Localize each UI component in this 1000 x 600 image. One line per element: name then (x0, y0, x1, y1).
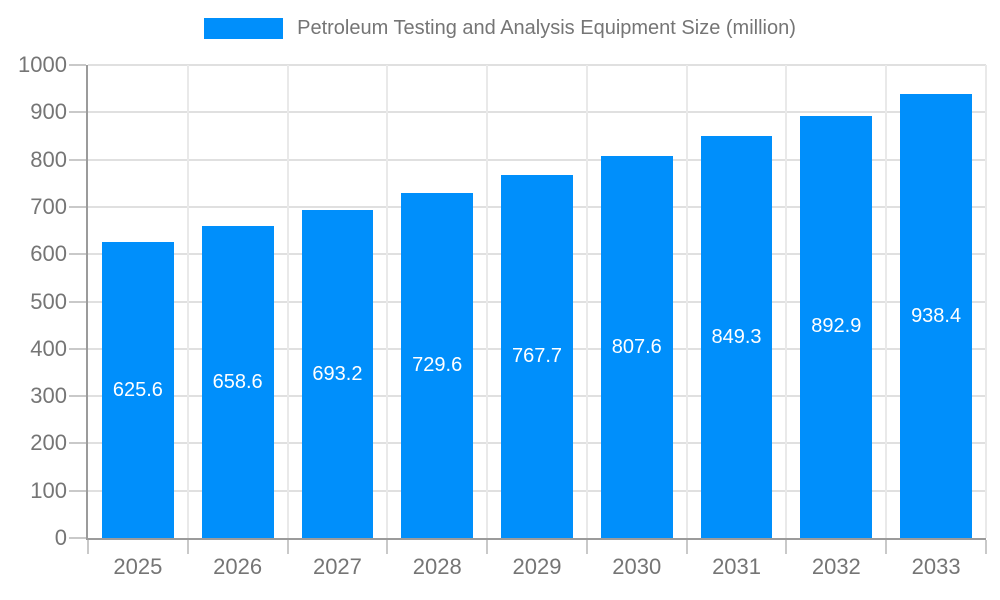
y-axis-tick (69, 489, 86, 492)
x-axis-label: 2032 (811, 554, 861, 579)
x-axis-label: 2025 (113, 554, 163, 579)
x-axis-tick (486, 540, 489, 554)
bar-value-label: 892.9 (811, 315, 862, 338)
y-axis-tick (69, 347, 86, 350)
x-axis-label: 2027 (312, 554, 362, 579)
bar-slot: 938.4 (886, 65, 986, 538)
gridline-vertical (286, 65, 289, 538)
bar-value-label: 658.6 (212, 370, 263, 393)
x-axis-tick (885, 540, 888, 554)
bar: 767.7 (501, 174, 573, 538)
y-axis-tick (69, 111, 86, 114)
bar: 625.6 (101, 242, 174, 538)
y-axis-label: 800 (30, 146, 67, 172)
legend-label[interactable]: Petroleum Testing and Analysis Equipment… (297, 17, 796, 39)
y-axis-label: 900 (30, 99, 67, 125)
gridline-horizontal (88, 64, 986, 66)
gridline-vertical (186, 65, 189, 538)
bar-slot: 693.2 (288, 65, 388, 538)
y-axis-tick (69, 300, 86, 303)
gridline-horizontal (88, 111, 986, 114)
bar-slot: 729.6 (387, 65, 487, 538)
gridline-vertical (885, 65, 888, 538)
y-axis-label: 100 (30, 477, 67, 503)
bar-value-label: 693.2 (312, 362, 363, 385)
x-axis-label: 2031 (712, 554, 762, 579)
chart-legend[interactable]: Petroleum Testing and Analysis Equipment… (0, 17, 1000, 40)
bar: 892.9 (800, 115, 873, 538)
bar: 658.6 (201, 226, 274, 538)
gridline-vertical (486, 65, 489, 538)
bar-slot: 849.3 (687, 65, 787, 538)
bar-value-label: 938.4 (911, 304, 962, 327)
y-axis-tick (69, 205, 86, 208)
y-axis-label: 0 (54, 525, 67, 550)
x-axis-tick (585, 540, 588, 554)
bar-value-label: 729.6 (412, 353, 463, 376)
bar: 938.4 (900, 94, 973, 538)
x-axis-label: 2026 (213, 554, 263, 579)
gridline-vertical (985, 65, 987, 538)
bar: 849.3 (700, 136, 773, 538)
x-axis-tick (87, 540, 89, 554)
bar-value-label: 849.3 (711, 325, 762, 348)
x-axis-label: 2028 (412, 554, 462, 579)
y-axis-tick (69, 253, 86, 256)
gridline-horizontal (88, 158, 986, 161)
gridline-vertical (785, 65, 788, 538)
x-axis-label: 2029 (512, 554, 562, 579)
x-axis-tick (685, 540, 688, 554)
gridline-vertical (386, 65, 389, 538)
legend-swatch-icon[interactable] (204, 18, 284, 39)
y-axis-label: 1000 (18, 52, 67, 77)
bar-value-label: 767.7 (511, 344, 563, 367)
bar: 807.6 (600, 156, 673, 538)
y-axis-tick (69, 395, 86, 398)
y-axis-label: 700 (30, 193, 67, 219)
bar: 693.2 (301, 210, 374, 538)
y-axis-tick (69, 442, 86, 445)
bar-slot: 892.9 (786, 65, 886, 538)
x-axis-tick (785, 540, 788, 554)
gridline-vertical (585, 65, 588, 538)
x-axis-tick (186, 540, 189, 554)
x-axis-tick (985, 540, 987, 554)
bar: 729.6 (401, 192, 474, 538)
bar-slot: 658.6 (188, 65, 288, 538)
y-axis-label: 200 (30, 430, 67, 456)
y-axis-tick (69, 537, 86, 539)
plot-area: 0 100 200 300 400 500 600 700 800 900 1000 2025 2026… (18, 54, 987, 579)
x-axis-tick (286, 540, 289, 554)
gridline-vertical (685, 65, 688, 538)
x-axis-tick (386, 540, 389, 554)
y-axis-tick (69, 64, 86, 66)
x-axis-label: 2033 (911, 554, 961, 579)
bar-value-label: 625.6 (112, 378, 163, 401)
y-axis-label: 500 (30, 288, 67, 314)
y-axis-tick (69, 158, 86, 161)
y-axis-label: 300 (30, 383, 67, 409)
x-axis-label: 2030 (612, 554, 662, 579)
bar-value-label: 807.6 (611, 335, 662, 358)
y-axis-label: 600 (30, 241, 67, 267)
bar-slot: 767.7 (487, 65, 587, 538)
y-axis-label: 400 (30, 335, 67, 361)
bar-slot: 625.6 (88, 65, 188, 538)
bar-slot: 807.6 (587, 65, 687, 538)
